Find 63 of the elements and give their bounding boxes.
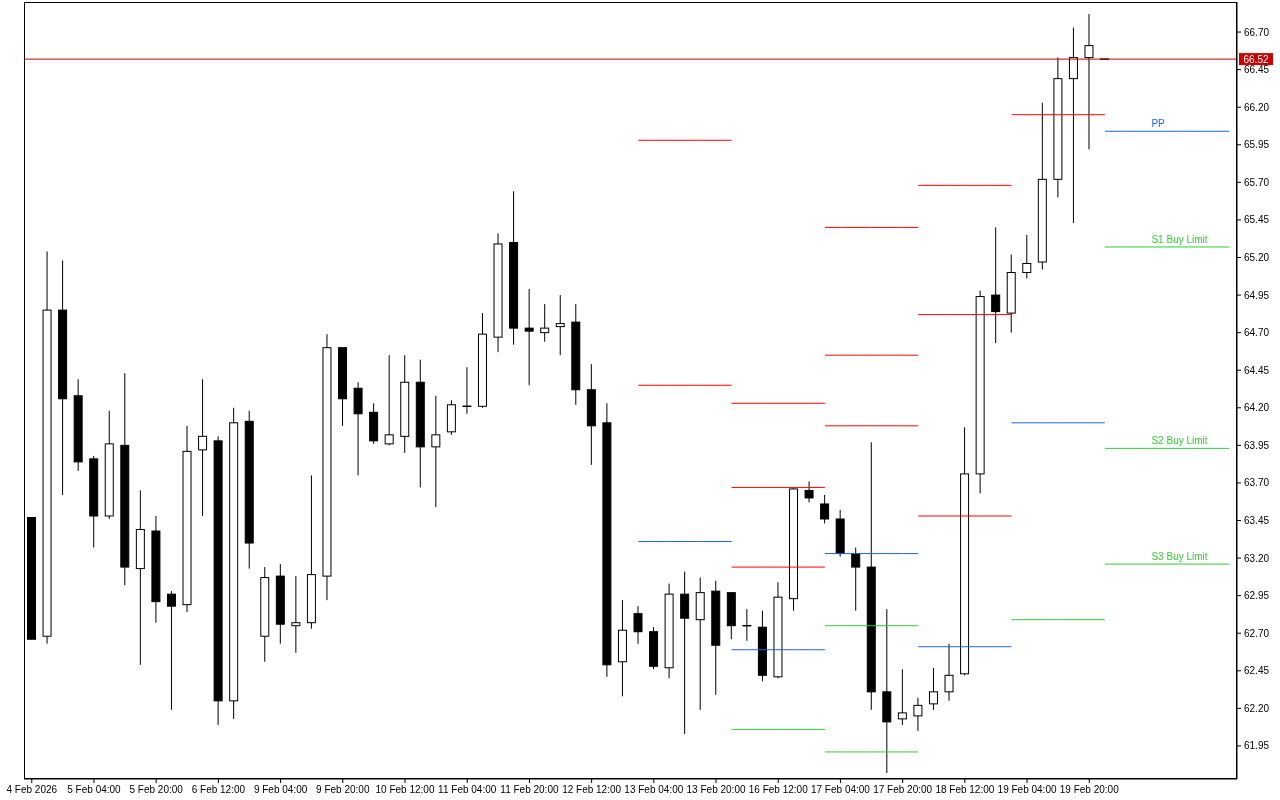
candlestick bbox=[198, 378, 208, 517]
x-tick-label: 16 Feb 12:00 bbox=[748, 784, 809, 795]
candlestick bbox=[820, 494, 830, 525]
y-tick-label: 62.70 bbox=[1244, 627, 1270, 639]
x-tick-label: 18 Feb 12:00 bbox=[935, 784, 995, 795]
candlestick bbox=[431, 395, 441, 508]
ref-line-label: 66.52 bbox=[1243, 53, 1269, 65]
x-tick-label: 17 Feb 04:00 bbox=[810, 784, 871, 795]
x-tick-label: 5 Feb 04:00 bbox=[67, 784, 122, 795]
x-tick-label: 13 Feb 20:00 bbox=[686, 784, 746, 795]
candlestick bbox=[944, 643, 954, 702]
x-tick-label: 11 Feb 04:00 bbox=[438, 784, 497, 795]
y-tick-label: 62.20 bbox=[1244, 702, 1270, 714]
y-tick-label: 61.95 bbox=[1244, 740, 1270, 752]
x-tick-label: 5 Feb 20:00 bbox=[129, 784, 184, 795]
y-tick-label: 65.95 bbox=[1244, 139, 1270, 151]
candlestick bbox=[524, 288, 534, 386]
candlestick bbox=[555, 294, 565, 356]
candlestick bbox=[851, 547, 861, 612]
y-tick-label: 65.45 bbox=[1244, 214, 1270, 226]
candlestick bbox=[384, 354, 394, 446]
y-tick-label: 65.20 bbox=[1244, 252, 1270, 264]
candlestick bbox=[633, 605, 643, 645]
y-tick-label: 64.95 bbox=[1244, 289, 1270, 301]
candlestick bbox=[1084, 13, 1094, 150]
x-tick-label: 13 Feb 04:00 bbox=[624, 784, 684, 795]
x-tick-label: 4 Feb 2026 bbox=[6, 784, 58, 795]
x-tick-label: 10 Feb 12:00 bbox=[375, 784, 435, 795]
x-tick-label: 19 Feb 20:00 bbox=[1059, 784, 1120, 795]
candlestick bbox=[804, 480, 814, 503]
series-label: S1 Buy Limit bbox=[1151, 233, 1208, 245]
y-tick-label: 64.20 bbox=[1244, 402, 1270, 414]
y-tick-label: 63.95 bbox=[1244, 439, 1270, 451]
x-tick-label: 12 Feb 12:00 bbox=[562, 784, 622, 795]
x-tick-label: 19 Feb 04:00 bbox=[997, 784, 1057, 795]
candlestick bbox=[291, 575, 301, 654]
y-tick-label: 62.95 bbox=[1244, 590, 1270, 602]
series-label: PP bbox=[1151, 118, 1166, 130]
y-tick-label: 62.45 bbox=[1244, 665, 1270, 677]
y-tick-label: 63.20 bbox=[1244, 552, 1270, 564]
candlestick bbox=[1022, 234, 1032, 280]
y-tick-label: 64.45 bbox=[1244, 364, 1270, 376]
x-tick-label: 9 Feb 04:00 bbox=[253, 784, 308, 795]
x-tick-label: 17 Feb 20:00 bbox=[873, 784, 933, 795]
candlestick bbox=[166, 590, 176, 711]
series-label: S2 Buy Limit bbox=[1151, 435, 1208, 447]
candlestick bbox=[913, 697, 923, 732]
y-tick-label: 66.20 bbox=[1244, 101, 1270, 113]
candlestick bbox=[540, 303, 550, 343]
y-tick-label: 65.70 bbox=[1244, 176, 1270, 188]
candlestick bbox=[928, 667, 938, 711]
x-tick-label: 9 Feb 20:00 bbox=[316, 784, 370, 795]
series-label: S3 Buy Limit bbox=[1151, 551, 1208, 563]
candlestick bbox=[1068, 27, 1078, 224]
y-tick-label: 64.70 bbox=[1244, 327, 1270, 339]
x-tick-label: 6 Feb 12:00 bbox=[191, 784, 246, 795]
candlestick bbox=[991, 226, 1001, 344]
y-tick-label: 66.70 bbox=[1244, 26, 1270, 38]
y-tick-label: 66.45 bbox=[1244, 64, 1270, 76]
candlestick bbox=[897, 668, 907, 726]
y-tick-label: 63.70 bbox=[1244, 477, 1270, 489]
y-tick-label: 63.45 bbox=[1244, 515, 1270, 527]
x-tick-label: 11 Feb 20:00 bbox=[500, 784, 559, 795]
